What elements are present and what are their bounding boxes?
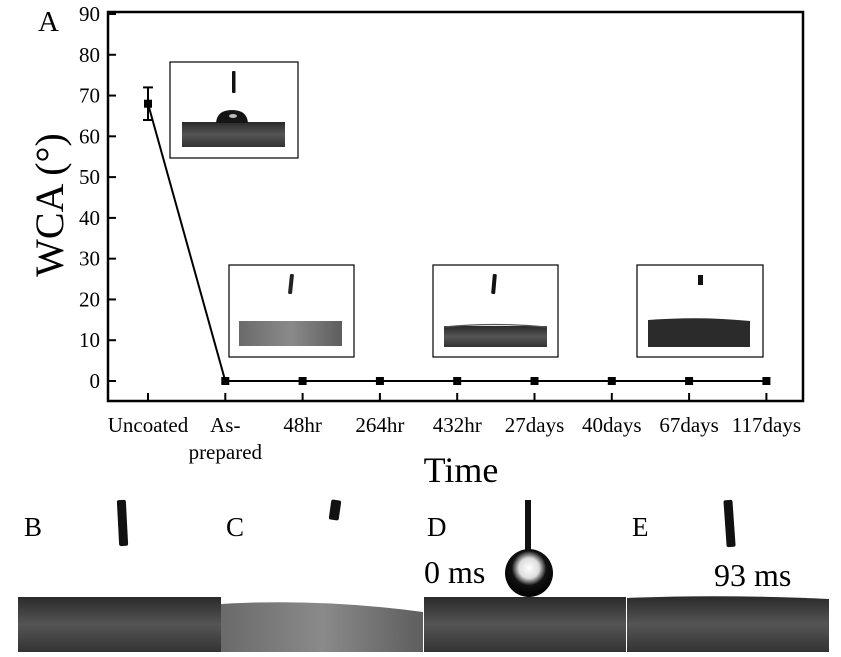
panel-label-a: A [38, 6, 59, 38]
data-point [685, 377, 694, 385]
inset-photo-117days [636, 264, 764, 358]
x-tick-label: 40days [582, 413, 642, 437]
x-tick-label: 117days [732, 413, 801, 437]
panel-label-d: D [427, 512, 447, 542]
data-point [607, 377, 616, 385]
y-axis-title: WCA (°) [27, 133, 72, 277]
y-tick-label: 10 [79, 328, 100, 352]
y-tick-label: 60 [79, 124, 100, 148]
x-tick-label: 432hr [433, 413, 482, 437]
panel-label-e: E [632, 512, 649, 542]
data-point [144, 99, 152, 108]
y-tick-label: 30 [79, 247, 100, 271]
x-tick-label: 264hr [355, 413, 404, 437]
x-axis: Uncoated As-prepared 48hr 264hr 432hr 27days 4… [108, 393, 801, 464]
panel-label-c: C [226, 512, 244, 542]
y-tick-label: 50 [79, 165, 100, 189]
data-point [530, 377, 539, 385]
data-point [298, 377, 307, 385]
photo-panel-e: E 93 ms [627, 499, 829, 652]
series-wca [143, 86, 771, 385]
inset-photo-uncoated [169, 61, 299, 159]
data-point [762, 377, 771, 385]
y-tick-label: 0 [90, 369, 101, 393]
y-tick-label: 40 [79, 206, 100, 230]
photo-panel-c: C [221, 499, 423, 652]
photo-time-d: 0 ms [424, 554, 485, 590]
photo-panel-d: D 0 ms [424, 500, 626, 652]
x-tick-label: 67days [659, 413, 719, 437]
inset-photo-432hr [432, 264, 559, 358]
panel-label-b: B [24, 512, 42, 542]
x-tick-label: Uncoated [108, 413, 189, 437]
x-tick-label: 48hr [283, 413, 322, 437]
plot-frame [106, 10, 805, 403]
y-tick-label: 20 [79, 287, 100, 311]
y-tick-label: 80 [79, 43, 100, 67]
data-point [375, 377, 384, 385]
x-tick-label: 27days [505, 413, 565, 437]
x-axis-title: Time [424, 450, 499, 490]
chart-plot-area: 0 10 20 30 40 50 60 70 80 90 Uncoated As-prepared 4… [79, 2, 805, 464]
data-point [453, 377, 462, 385]
x-tick-label: As-prepared [189, 413, 263, 464]
y-axis: 0 10 20 30 40 50 60 70 80 90 [79, 2, 116, 393]
photo-panel-b: B [18, 499, 221, 652]
y-tick-label: 70 [79, 84, 100, 108]
inset-photo-as-prepared [228, 264, 355, 358]
y-tick-label: 90 [79, 2, 100, 26]
photo-time-e: 93 ms [714, 557, 791, 593]
data-point [221, 377, 230, 385]
